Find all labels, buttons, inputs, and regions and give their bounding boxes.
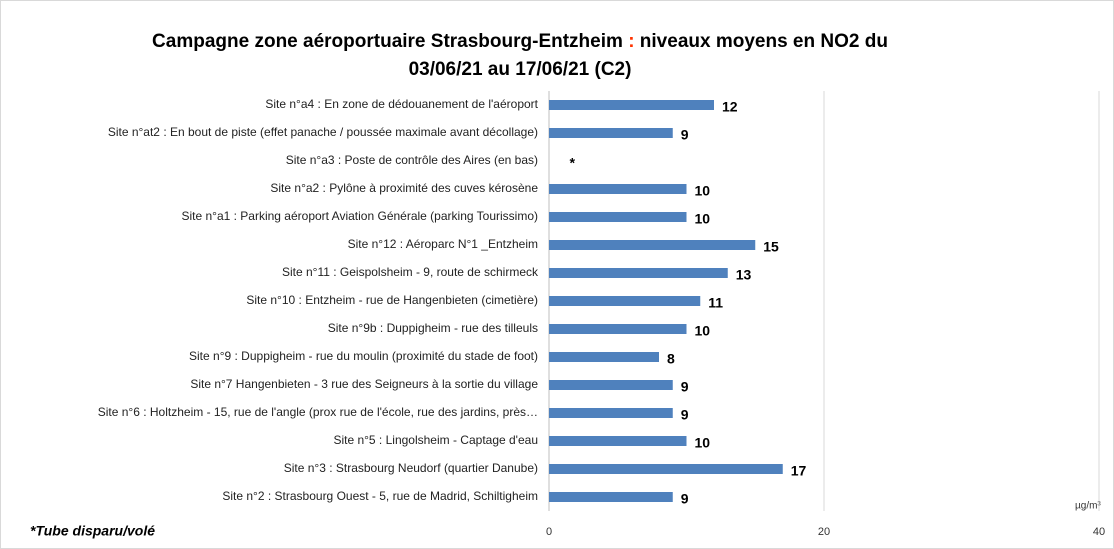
bar — [549, 100, 714, 110]
bar — [549, 380, 673, 390]
unit-label: µg/m³ — [1075, 501, 1101, 512]
value-label: 8 — [667, 351, 675, 367]
value-label: * — [569, 155, 575, 171]
x-tick-label: 20 — [818, 526, 830, 538]
y-tick-label: Site n°3 : Strasbourg Neudorf (quartier … — [284, 461, 538, 475]
y-tick-label: Site n°a2 : Pylône à proximité des cuves… — [270, 181, 538, 195]
title-part: niveaux moyens en NO2 du — [640, 31, 888, 52]
bar — [549, 408, 673, 418]
title-part: Campagne zone aéroportuaire Strasbourg-E… — [152, 31, 623, 52]
y-tick-label: Site n°10 : Entzheim - rue de Hangenbiet… — [246, 293, 538, 307]
x-tick-label: 40 — [1093, 526, 1105, 538]
y-tick-label: Site n°9 : Duppigheim - rue du moulin (p… — [189, 349, 538, 363]
bar — [549, 296, 701, 306]
value-label: 15 — [763, 239, 779, 255]
bar — [549, 212, 687, 222]
y-tick-label: Site n°at2 : En bout de piste (effet pan… — [108, 125, 538, 139]
bar — [549, 464, 783, 474]
y-tick-label: Site n°12 : Aéroparc N°1 _Entzheim — [348, 237, 538, 251]
y-tick-label: Site n°7 Hangenbieten - 3 rue des Seigne… — [190, 377, 538, 391]
value-label: 12 — [722, 99, 738, 115]
value-label: 13 — [736, 267, 752, 283]
footnote: *Tube disparu/volé — [30, 523, 155, 539]
value-label: 10 — [695, 183, 711, 199]
y-tick-label: Site n°a4 : En zone de dédouanement de l… — [265, 97, 538, 111]
value-label: 9 — [681, 127, 689, 143]
bar — [549, 324, 687, 334]
title-part: 03/06/21 au 17/06/21 (C2) — [409, 59, 632, 80]
value-label: 9 — [681, 379, 689, 395]
bar — [549, 128, 673, 138]
bar — [549, 184, 687, 194]
bar — [549, 352, 659, 362]
y-tick-label: Site n°2 : Strasbourg Ouest - 5, rue de … — [222, 489, 538, 503]
bar — [549, 436, 687, 446]
y-tick-label: Site n°6 : Holtzheim - 15, rue de l'angl… — [98, 405, 538, 419]
value-label: 10 — [695, 435, 711, 451]
x-tick-label: 0 — [546, 526, 552, 538]
y-tick-label: Site n°a3 : Poste de contrôle des Aires … — [286, 153, 538, 167]
y-tick-label: Site n°a1 : Parking aéroport Aviation Gé… — [181, 209, 538, 223]
chart-title: 03/06/21 au 17/06/21 (C2) — [409, 59, 632, 80]
value-label: 10 — [695, 211, 711, 227]
value-label: 10 — [695, 323, 711, 339]
bar — [549, 240, 756, 250]
title-part: : — [628, 31, 634, 52]
bar — [549, 268, 728, 278]
value-label: 11 — [708, 295, 723, 311]
y-tick-label: Site n°9b : Duppigheim - rue des tilleul… — [328, 321, 538, 335]
y-tick-label: Site n°11 : Geispolsheim - 9, route de s… — [282, 265, 539, 279]
y-tick-label: Site n°5 : Lingolsheim - Captage d'eau — [333, 433, 538, 447]
bar — [549, 492, 673, 502]
value-label: 9 — [681, 407, 689, 423]
chart-title: Campagne zone aéroportuaire Strasbourg-E… — [152, 31, 888, 52]
value-label: 17 — [791, 463, 807, 479]
value-label: 9 — [681, 491, 689, 507]
